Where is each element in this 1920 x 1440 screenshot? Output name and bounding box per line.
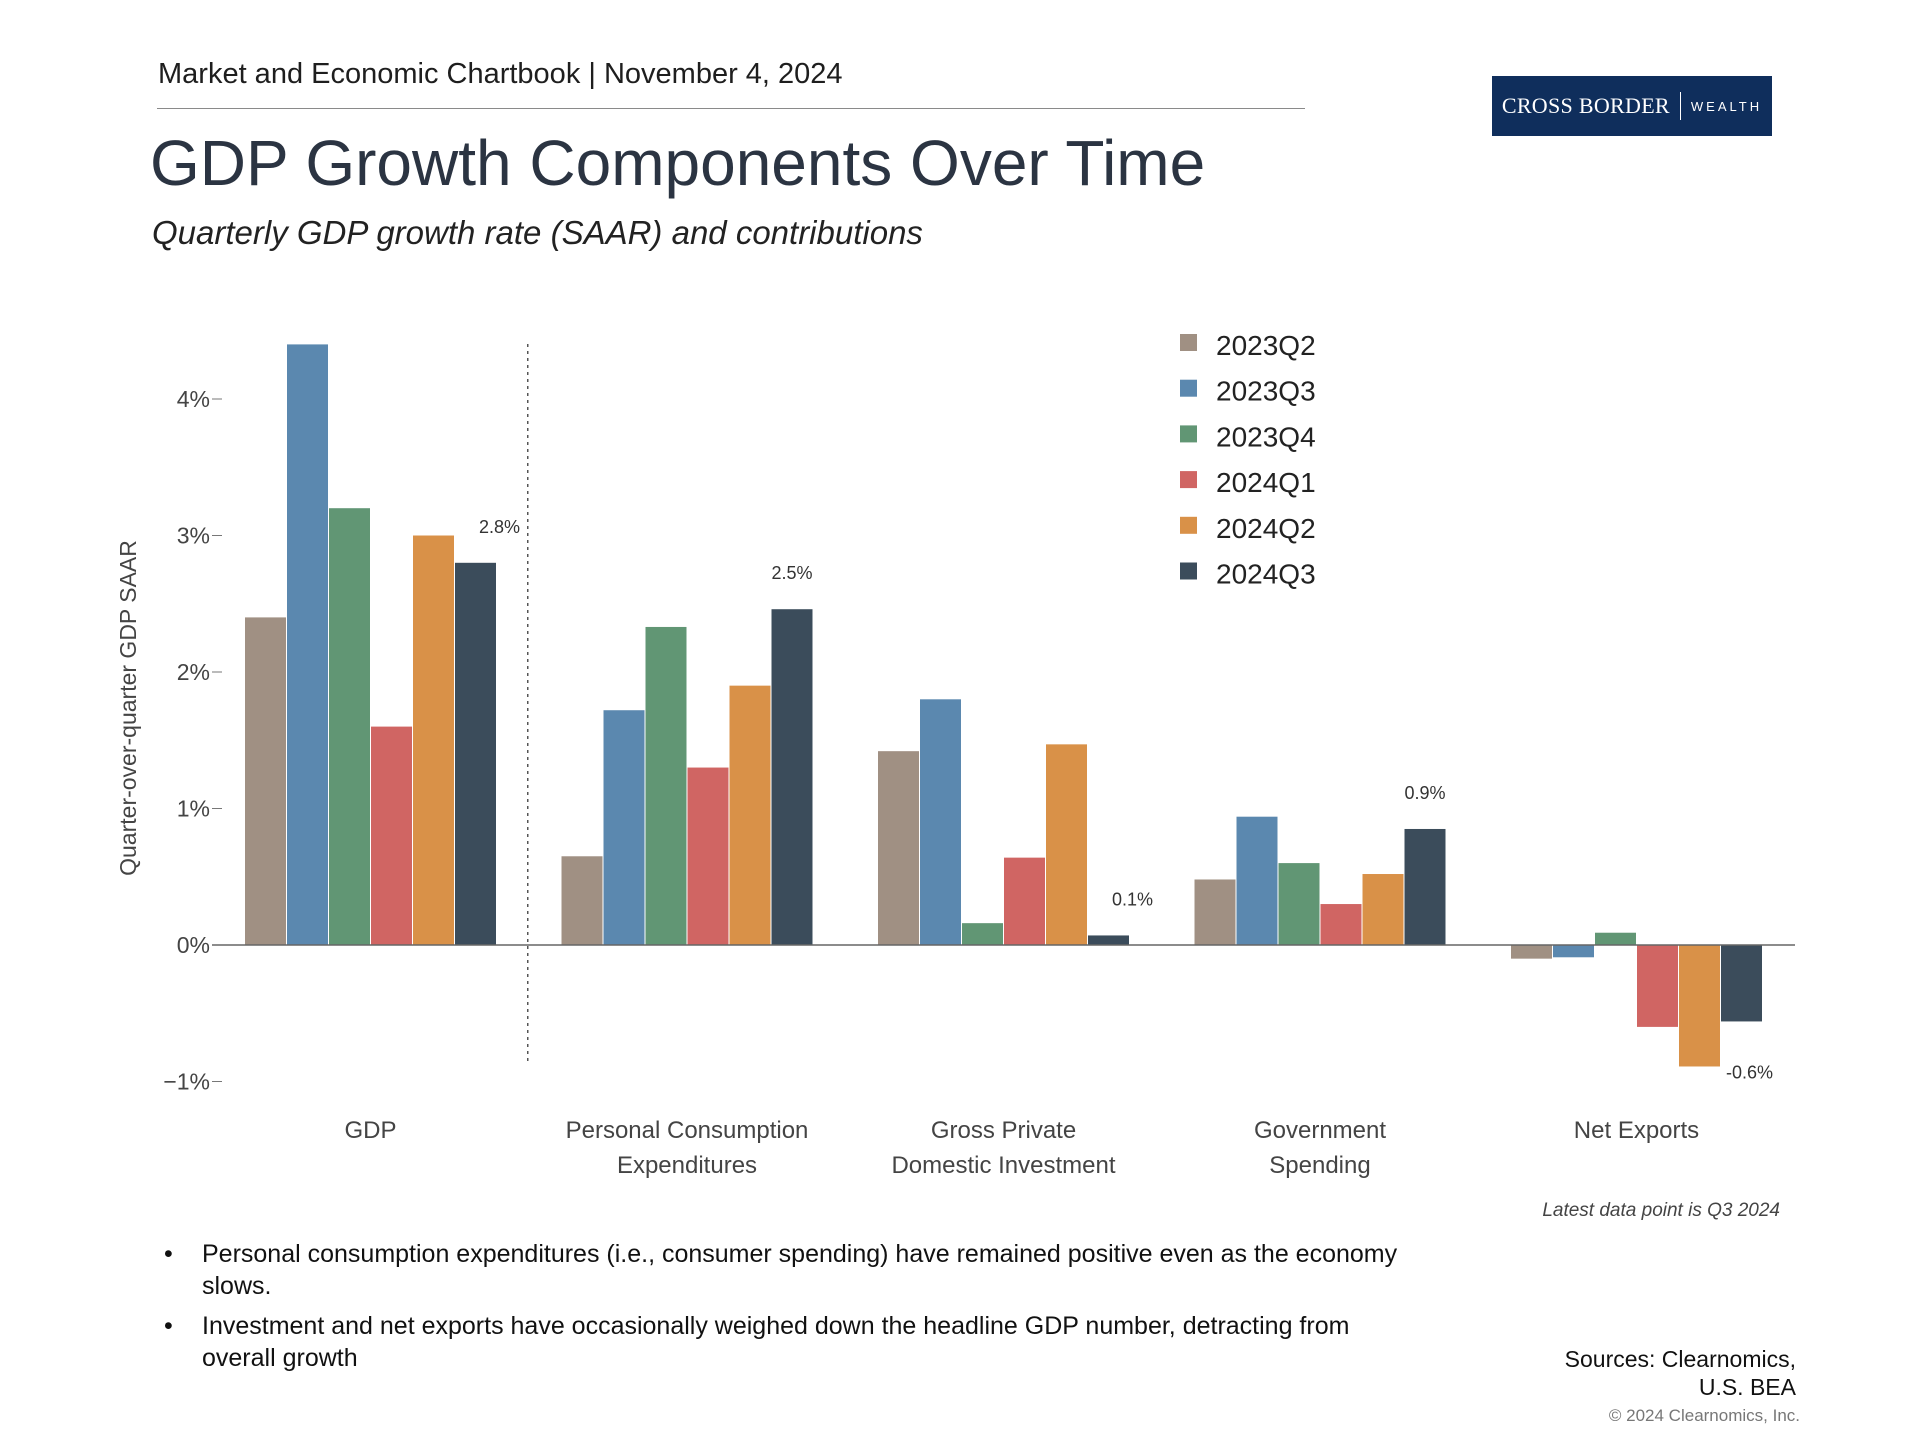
y-tick-label: 4%: [177, 386, 210, 412]
bar-2023q2: [561, 856, 603, 945]
bullet-item: Investment and net exports have occasion…: [160, 1310, 1400, 1374]
bar-2023q4: [1595, 932, 1636, 945]
x-category-label: Expenditures: [617, 1152, 757, 1179]
y-tick-label: 2%: [177, 659, 210, 685]
sources-line: Sources: Clearnomics,: [1564, 1346, 1796, 1372]
bar-2023q3: [920, 699, 961, 945]
legend-swatch: [1180, 379, 1197, 397]
x-category-label: Domestic Investment: [891, 1152, 1115, 1179]
copyright: © 2024 Clearnomics, Inc.: [1608, 1406, 1800, 1425]
bar-2024q2: [729, 685, 771, 945]
bar-2023q4: [962, 923, 1003, 945]
legend-swatch: [1180, 334, 1197, 351]
y-tick-label: 3%: [177, 523, 210, 549]
logo-main-text: CROSS BORDER: [1501, 93, 1670, 118]
legend-label: 2023Q2: [1216, 330, 1316, 361]
data-label: 2.8%: [479, 517, 520, 537]
bar-2023q3: [287, 344, 328, 945]
bar-2023q3: [1553, 945, 1594, 958]
x-category-label: GDP: [344, 1117, 396, 1144]
x-category-label: Gross Private: [931, 1117, 1076, 1144]
bar-2024q1: [1637, 945, 1678, 1027]
brand-logo: CROSS BORDER WEALTH: [1492, 76, 1772, 136]
data-label: 0.1%: [1112, 889, 1153, 909]
legend-label: 2024Q1: [1216, 467, 1316, 498]
bullet-item: Personal consumption expenditures (i.e.,…: [160, 1238, 1400, 1302]
chartbook-header: Market and Economic Chartbook | November…: [158, 58, 843, 90]
bar-2024q2: [1362, 874, 1404, 945]
legend-label: 2023Q4: [1216, 421, 1316, 452]
bar-2024q3: [1721, 945, 1762, 1022]
legend-swatch: [1180, 425, 1197, 443]
y-axis-label: Quarter-over-quarter GDP SAAR: [115, 540, 141, 876]
y-tick-label: 1%: [177, 796, 210, 822]
bar-2024q1: [687, 767, 729, 945]
bar-2024q3: [1088, 935, 1129, 945]
legend-swatch: [1180, 516, 1197, 534]
legend-label: 2023Q3: [1216, 376, 1316, 407]
y-tick-label: −1%: [163, 1069, 210, 1095]
y-tick-label: 0%: [177, 932, 210, 958]
x-category-label: Personal Consumption: [566, 1117, 809, 1144]
data-label: 0.9%: [1404, 783, 1445, 803]
bar-2023q3: [1236, 816, 1278, 945]
logo-separator: [1679, 92, 1681, 120]
latest-data-note: Latest data point is Q3 2024: [1542, 1200, 1780, 1221]
bar-2023q2: [878, 751, 919, 945]
bar-2023q2: [1511, 945, 1552, 959]
legend-label: 2024Q3: [1216, 559, 1316, 590]
gdp-components-chart: −1% 0% 1% 2% 3% 4% Quarter-over-quarter GDP SA…: [115, 330, 1795, 1179]
sources-line: U.S. BEA: [1698, 1374, 1796, 1400]
bar-2024q2: [413, 535, 454, 945]
page-subtitle: Quarterly GDP growth rate (SAAR) and con…: [152, 214, 923, 251]
bar-2024q2: [1046, 744, 1087, 945]
bar-2024q1: [1004, 857, 1045, 945]
legend-label: 2024Q2: [1216, 513, 1316, 544]
bar-2024q1: [371, 726, 412, 945]
logo-sub-text: WEALTH: [1690, 98, 1763, 114]
bar-2024q2: [1679, 945, 1720, 1067]
bar-2024q3: [1404, 828, 1446, 945]
bar-2023q3: [603, 710, 645, 945]
x-category-label: Government: [1254, 1117, 1386, 1144]
header-rule: [157, 108, 1305, 109]
legend-swatch: [1180, 471, 1197, 489]
bar-2023q4: [1278, 863, 1320, 945]
bar-2024q3: [455, 562, 496, 945]
data-label: 2.5%: [771, 563, 812, 583]
bullet-list: Personal consumption expenditures (i.e.,…: [160, 1238, 1400, 1382]
bar-2023q2: [245, 617, 286, 945]
bar-2023q2: [1194, 879, 1236, 945]
bar-2024q1: [1320, 904, 1362, 945]
legend-swatch: [1180, 562, 1197, 580]
x-category-label: Spending: [1269, 1152, 1370, 1179]
sources: Sources: Clearnomics, U.S. BEA: [1480, 1345, 1796, 1401]
bar-2023q4: [329, 508, 370, 945]
data-label: -0.6%: [1726, 1062, 1773, 1082]
bar-2024q3: [771, 609, 813, 945]
x-category-label: Net Exports: [1574, 1117, 1699, 1144]
bar-2023q4: [645, 626, 687, 945]
page-title: GDP Growth Components Over Time: [150, 127, 1206, 199]
